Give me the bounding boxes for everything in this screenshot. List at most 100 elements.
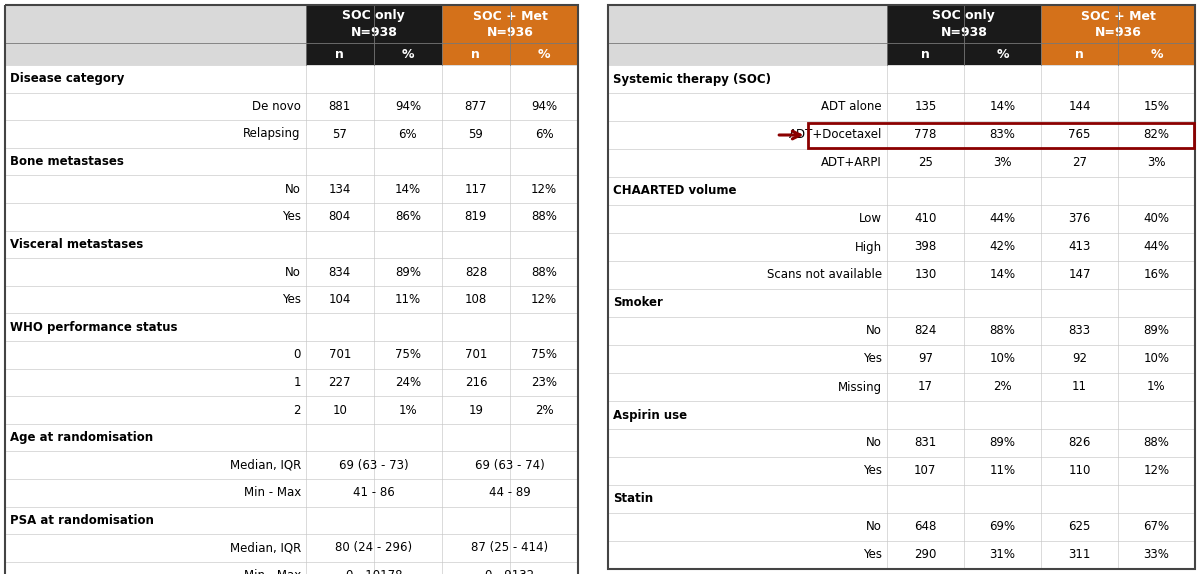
Text: Disease category: Disease category: [10, 72, 125, 86]
Text: 33%: 33%: [1144, 549, 1170, 561]
Text: 701: 701: [464, 348, 487, 361]
Text: 135: 135: [914, 100, 936, 114]
Text: High: High: [854, 241, 882, 254]
Text: 41 - 86: 41 - 86: [353, 486, 395, 499]
Text: 69 (63 - 73): 69 (63 - 73): [340, 459, 409, 472]
Text: ADT+ARPI: ADT+ARPI: [821, 157, 882, 169]
Text: 144: 144: [1068, 100, 1091, 114]
Text: 82%: 82%: [1144, 129, 1170, 142]
Bar: [887, 43, 1040, 65]
Text: 0 - 10178: 0 - 10178: [346, 569, 402, 574]
Text: 59: 59: [468, 127, 484, 141]
Bar: [442, 43, 578, 65]
Text: SOC only
N=938: SOC only N=938: [342, 10, 406, 38]
Text: 19: 19: [468, 404, 484, 417]
Text: n: n: [472, 48, 480, 60]
Text: 3%: 3%: [1147, 157, 1165, 169]
Text: 80 (24 - 296): 80 (24 - 296): [335, 541, 413, 554]
Text: 42%: 42%: [989, 241, 1015, 254]
Text: 11%: 11%: [395, 293, 421, 306]
Text: 826: 826: [1068, 436, 1091, 449]
Text: 69%: 69%: [989, 521, 1015, 533]
Bar: [5, 5, 578, 574]
Bar: [608, 43, 887, 65]
Text: 44%: 44%: [1144, 241, 1170, 254]
Text: ADT alone: ADT alone: [821, 100, 882, 114]
Text: SOC only
N=938: SOC only N=938: [932, 10, 995, 38]
Text: 134: 134: [329, 183, 352, 196]
Text: ADT+Docetaxel: ADT+Docetaxel: [788, 129, 882, 142]
Text: 110: 110: [1068, 464, 1091, 478]
Text: 877: 877: [464, 100, 487, 113]
Text: 824: 824: [914, 324, 936, 338]
Text: 0 - 9132: 0 - 9132: [485, 569, 534, 574]
Text: Yes: Yes: [282, 293, 301, 306]
Text: 117: 117: [464, 183, 487, 196]
Text: 833: 833: [1068, 324, 1091, 338]
Text: PSA at randomisation: PSA at randomisation: [10, 514, 154, 527]
Text: 2%: 2%: [535, 404, 553, 417]
Text: Min - Max: Min - Max: [244, 569, 301, 574]
Text: 88%: 88%: [532, 266, 557, 278]
Text: Aspirin use: Aspirin use: [613, 409, 688, 421]
Bar: [442, 5, 578, 43]
Text: 44%: 44%: [989, 212, 1015, 226]
Text: 3%: 3%: [994, 157, 1012, 169]
Text: 0: 0: [294, 348, 301, 361]
Text: 831: 831: [914, 436, 936, 449]
Text: Smoker: Smoker: [613, 297, 662, 309]
Text: SOC + Met
N=936: SOC + Met N=936: [473, 10, 547, 38]
Text: 398: 398: [914, 241, 936, 254]
Text: Median, IQR: Median, IQR: [229, 541, 301, 554]
Text: 16%: 16%: [1144, 269, 1170, 281]
Text: 881: 881: [329, 100, 350, 113]
Text: 10%: 10%: [989, 352, 1015, 366]
Text: 88%: 88%: [532, 210, 557, 223]
Text: 14%: 14%: [989, 269, 1015, 281]
Text: No: No: [284, 183, 301, 196]
Text: No: No: [866, 521, 882, 533]
Text: 31%: 31%: [989, 549, 1015, 561]
Bar: [608, 5, 1195, 569]
Text: 2: 2: [293, 404, 301, 417]
Text: 804: 804: [329, 210, 350, 223]
Text: Scans not available: Scans not available: [767, 269, 882, 281]
Text: Yes: Yes: [863, 352, 882, 366]
Text: 1%: 1%: [398, 404, 418, 417]
Text: n: n: [336, 48, 344, 60]
Text: 104: 104: [329, 293, 352, 306]
Text: SOC + Met
N=936: SOC + Met N=936: [1080, 10, 1156, 38]
Text: 87 (25 - 414): 87 (25 - 414): [472, 541, 548, 554]
Text: Systemic therapy (SOC): Systemic therapy (SOC): [613, 72, 772, 86]
Text: 23%: 23%: [530, 376, 557, 389]
Text: CHAARTED volume: CHAARTED volume: [613, 184, 737, 197]
Text: 69 (63 - 74): 69 (63 - 74): [475, 459, 545, 472]
Text: WHO performance status: WHO performance status: [10, 321, 178, 333]
Text: 216: 216: [464, 376, 487, 389]
Text: 834: 834: [329, 266, 350, 278]
Text: 86%: 86%: [395, 210, 421, 223]
Text: Bone metastases: Bone metastases: [10, 155, 124, 168]
Text: 25: 25: [918, 157, 932, 169]
Text: 10%: 10%: [1144, 352, 1170, 366]
Text: 2%: 2%: [994, 381, 1012, 394]
Bar: [1040, 43, 1195, 65]
Text: 12%: 12%: [530, 293, 557, 306]
Text: 6%: 6%: [398, 127, 418, 141]
Text: 108: 108: [464, 293, 487, 306]
Text: 11: 11: [1072, 381, 1087, 394]
Text: %: %: [538, 48, 551, 60]
Text: %: %: [996, 48, 1009, 60]
Bar: [608, 5, 887, 43]
Text: 97: 97: [918, 352, 932, 366]
Text: Missing: Missing: [838, 381, 882, 394]
Text: 227: 227: [329, 376, 352, 389]
Text: 6%: 6%: [535, 127, 553, 141]
Text: 88%: 88%: [1144, 436, 1170, 449]
Text: 88%: 88%: [990, 324, 1015, 338]
Text: 648: 648: [914, 521, 936, 533]
Text: No: No: [866, 324, 882, 338]
Text: n: n: [1075, 48, 1084, 60]
Text: Yes: Yes: [863, 464, 882, 478]
Text: n: n: [920, 48, 930, 60]
